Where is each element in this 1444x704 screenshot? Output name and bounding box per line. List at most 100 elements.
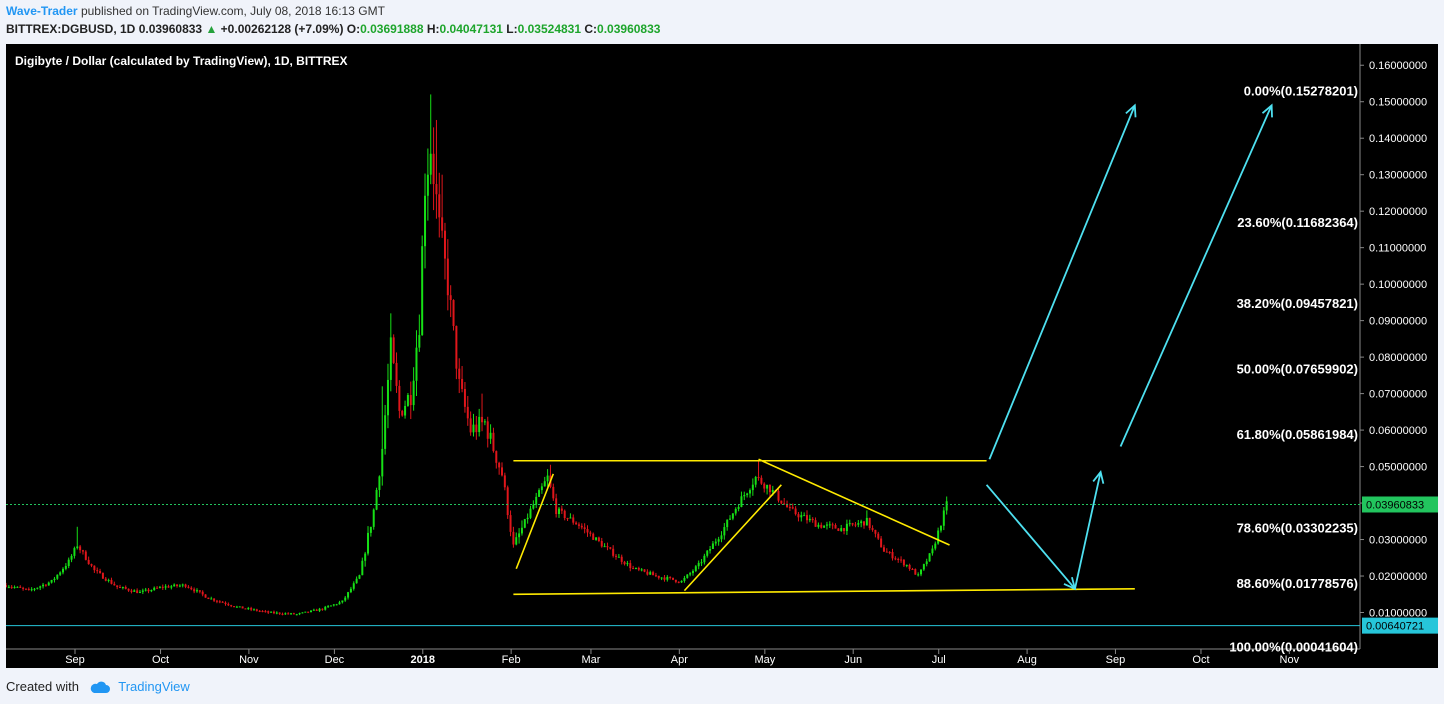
high-value: 0.04047131 bbox=[439, 22, 503, 36]
candle-body bbox=[426, 174, 429, 196]
candle-body bbox=[857, 523, 860, 525]
candle-body bbox=[39, 586, 42, 588]
candle-body bbox=[914, 569, 917, 575]
candle-body bbox=[492, 432, 495, 452]
candle-body bbox=[195, 590, 198, 592]
candle-body bbox=[290, 613, 293, 615]
candle-body bbox=[30, 589, 33, 591]
candle-body bbox=[700, 562, 703, 564]
arrow-shaft bbox=[1119, 105, 1273, 447]
candle-body bbox=[540, 486, 543, 491]
candle-body bbox=[176, 584, 179, 587]
candle-body bbox=[301, 612, 304, 614]
candle-body bbox=[121, 587, 124, 589]
candle-body bbox=[518, 533, 521, 538]
candle-body bbox=[694, 566, 697, 571]
y-tick-label: 0.01000000 bbox=[1369, 608, 1427, 620]
y-tick-label: 0.06000000 bbox=[1369, 425, 1427, 437]
candle-body bbox=[432, 153, 435, 185]
candle-body bbox=[44, 584, 47, 586]
candle-body bbox=[760, 477, 763, 484]
candle-body bbox=[119, 587, 122, 589]
candle-body bbox=[543, 481, 546, 487]
candle-body bbox=[737, 506, 740, 509]
candle-body bbox=[127, 588, 130, 591]
candle-body bbox=[287, 613, 290, 615]
candle-body bbox=[104, 578, 107, 581]
candle-body bbox=[101, 572, 104, 579]
candle-body bbox=[310, 610, 313, 613]
candle-body bbox=[500, 467, 503, 476]
candle-body bbox=[235, 606, 238, 608]
candle-body bbox=[207, 597, 210, 600]
candle-body bbox=[261, 611, 264, 613]
candle-body bbox=[520, 527, 523, 534]
candle-body bbox=[481, 416, 484, 423]
candle-body bbox=[215, 600, 218, 602]
candle-body bbox=[717, 539, 720, 542]
candle-body bbox=[652, 572, 655, 576]
candle-body bbox=[786, 504, 789, 508]
candle-body bbox=[734, 508, 737, 514]
candle-body bbox=[418, 335, 421, 348]
candle-body bbox=[173, 584, 176, 587]
candle-body bbox=[62, 568, 65, 573]
candle-body bbox=[84, 551, 87, 560]
candle-body bbox=[278, 612, 281, 614]
trendline bbox=[513, 588, 1135, 596]
candle-body bbox=[369, 526, 372, 533]
candle-body bbox=[272, 611, 275, 614]
candle-body bbox=[837, 528, 840, 531]
candle-body bbox=[107, 579, 110, 581]
candles bbox=[6, 94, 948, 616]
candle-body bbox=[817, 524, 820, 527]
candlestick-chart[interactable]: 0.00%(0.15278201) 23.60%(0.11682364) 38.20… bbox=[6, 44, 1438, 668]
candle-body bbox=[238, 606, 241, 608]
candle-body bbox=[572, 517, 575, 523]
candle-body bbox=[834, 524, 837, 529]
candle-body bbox=[352, 583, 355, 589]
candle-body bbox=[292, 613, 295, 615]
candle-body bbox=[882, 547, 885, 552]
candle-body bbox=[486, 421, 489, 439]
candle-body bbox=[230, 605, 233, 607]
candle-body bbox=[398, 385, 401, 411]
candle-body bbox=[472, 424, 475, 433]
candle-body bbox=[452, 300, 455, 326]
candle-body bbox=[446, 258, 449, 296]
close-value: 0.03960833 bbox=[597, 22, 661, 36]
candle-body bbox=[748, 490, 751, 494]
candle-body bbox=[757, 476, 760, 478]
candle-body bbox=[124, 587, 127, 589]
candle-body bbox=[489, 432, 492, 439]
candle-body bbox=[141, 590, 144, 592]
trendline bbox=[515, 473, 555, 570]
candle-body bbox=[349, 588, 352, 593]
candle-body bbox=[922, 564, 925, 570]
candle-body bbox=[891, 552, 894, 559]
up-arrow-icon: ▲ bbox=[205, 22, 218, 36]
candle-body bbox=[384, 415, 387, 449]
candle-body bbox=[783, 503, 786, 505]
candle-body bbox=[153, 587, 156, 591]
candle-body bbox=[512, 531, 515, 545]
candle-body bbox=[404, 405, 407, 416]
author-link[interactable]: Wave-Trader bbox=[6, 4, 78, 18]
chart-area[interactable]: 0.00%(0.15278201) 23.60%(0.11682364) 38.20… bbox=[6, 44, 1438, 668]
candle-body bbox=[161, 586, 164, 588]
candle-body bbox=[475, 424, 478, 433]
candle-body bbox=[535, 496, 538, 505]
candle-body bbox=[455, 325, 458, 369]
candle-body bbox=[714, 541, 717, 544]
candle-body bbox=[654, 575, 657, 577]
tradingview-link[interactable]: TradingView bbox=[118, 679, 190, 694]
candle-body bbox=[691, 570, 694, 574]
candle-body bbox=[672, 577, 675, 580]
candle-body bbox=[6, 585, 7, 587]
candle-body bbox=[87, 559, 90, 565]
candle-body bbox=[367, 532, 370, 554]
candle-body bbox=[10, 586, 13, 588]
candle-body bbox=[164, 586, 167, 588]
candle-body bbox=[697, 562, 700, 567]
last-price-tag-label: 0.03960833 bbox=[1366, 499, 1424, 511]
